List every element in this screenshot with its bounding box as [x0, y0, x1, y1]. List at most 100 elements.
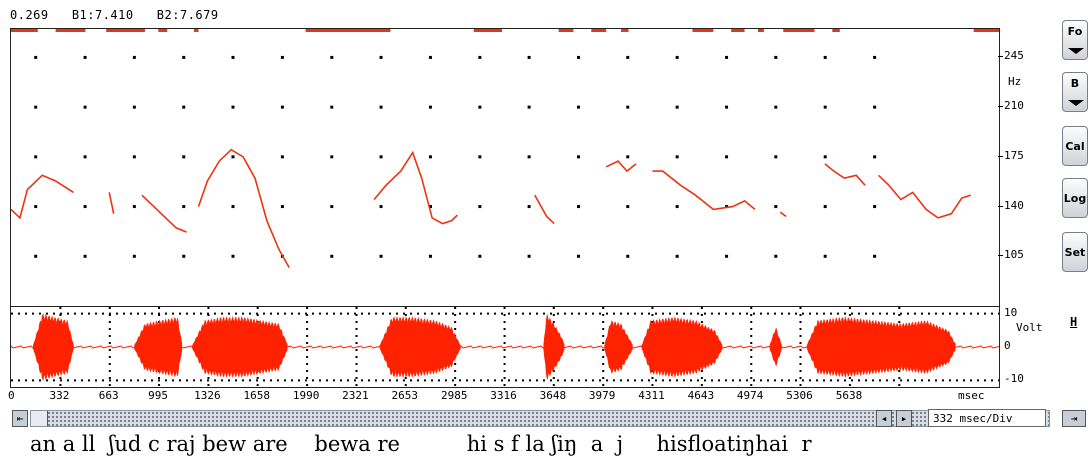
grid-dot [527, 205, 531, 209]
scroll-end-button[interactable]: ⇥ [1062, 410, 1086, 427]
cursor-readout: 0.269 B1:7.410 B2:7.679 [10, 8, 219, 22]
grid-dot [527, 55, 531, 59]
time-unit-label: msec [958, 389, 985, 402]
pitch-tick-mark [998, 56, 1003, 58]
grid-dot [527, 105, 531, 109]
scroll-right-button[interactable]: ▸ [896, 410, 912, 427]
grid-dot [34, 105, 38, 109]
waveform-burst [543, 314, 565, 380]
boundary-b2: B2:7.679 [156, 8, 219, 22]
grid-dot [428, 254, 432, 258]
pitch-trace [10, 174, 74, 220]
grid-dot [83, 254, 87, 258]
grid-dot [132, 55, 136, 59]
grid-dot [675, 155, 679, 159]
grid-dot [873, 155, 877, 159]
pitch-plot[interactable] [10, 29, 1008, 306]
scroll-left-button[interactable]: ◂ [876, 410, 892, 427]
log-button[interactable]: Log [1062, 178, 1088, 218]
waveform-plot[interactable] [10, 307, 1000, 387]
grid-dot [626, 254, 630, 258]
h-label[interactable]: H [1070, 315, 1078, 329]
scrollbar-thumb[interactable] [31, 411, 48, 426]
set-button-label: Set [1064, 245, 1086, 259]
time-per-division-readout: 332 msec/Div [928, 409, 1046, 427]
grid-dot [527, 254, 531, 258]
grid-dot [83, 155, 87, 159]
time-tick-label: 1990 [292, 389, 320, 402]
grid-dot [330, 105, 334, 109]
grid-dot [280, 205, 284, 209]
time-tick-label: 4974 [736, 389, 764, 402]
log-button-label: Log [1063, 191, 1087, 205]
time-tick-label: 2321 [342, 389, 369, 402]
time-scrollbar[interactable] [30, 410, 1050, 427]
voicing-bar [973, 29, 1008, 32]
grid-dot [478, 55, 482, 59]
time-tick-label: 3648 [539, 389, 567, 402]
grid-dot [182, 55, 186, 59]
grid-dot [280, 105, 284, 109]
voicing-bar [194, 29, 199, 32]
voicing-bar [783, 29, 815, 32]
voicing-bar [621, 29, 629, 32]
grid-dot [577, 105, 581, 109]
grid-dot [725, 205, 729, 209]
time-tick-label: 3316 [490, 389, 517, 402]
waveform-burst [379, 315, 461, 379]
waveform-panel[interactable] [10, 306, 1000, 388]
grid-dot [182, 155, 186, 159]
set-button[interactable]: Set [1062, 232, 1088, 272]
pitch-trace [373, 150, 458, 225]
pitch-trace [877, 174, 971, 219]
grid-dot [280, 155, 284, 159]
grid-dot [330, 155, 334, 159]
grid-dot [675, 105, 679, 109]
grid-dot [725, 55, 729, 59]
grid-dot [379, 155, 383, 159]
grid-dot [34, 205, 38, 209]
grid-dot [626, 105, 630, 109]
time-tick-label: 1326 [194, 389, 221, 402]
pitch-trace [605, 160, 637, 173]
grid-dot [478, 205, 482, 209]
b-button[interactable]: B [1062, 72, 1088, 112]
grid-dot [725, 105, 729, 109]
time-tick-label: 5638 [835, 389, 863, 402]
grid-dot [873, 205, 877, 209]
grid-dot [675, 55, 679, 59]
grid-dot [379, 55, 383, 59]
pitch-tick-label: 105 [1004, 248, 1024, 262]
time-tick-label: 995 [148, 389, 169, 402]
grid-dot [725, 254, 729, 258]
scroll-home-button[interactable]: ⇤ [12, 410, 28, 427]
pitch-tick-label: 140 [1004, 198, 1024, 212]
grid-dot [280, 55, 284, 59]
grid-dot [774, 254, 778, 258]
grid-dot [823, 155, 827, 159]
fo-button[interactable]: Fo [1062, 20, 1088, 60]
grid-dot [330, 55, 334, 59]
grid-dot [182, 254, 186, 258]
pitch-trace [779, 211, 787, 218]
pitch-unit-label: Hz [1008, 74, 1022, 88]
time-tick-label: 0 [8, 389, 15, 402]
voicing-bar [591, 29, 607, 32]
wave-unit-label: Volt [1016, 321, 1043, 335]
grid-dot [231, 105, 235, 109]
time-tick-label: 1658 [243, 389, 271, 402]
pitch-plot-panel[interactable] [10, 28, 1008, 307]
grid-dot [231, 205, 235, 209]
pitch-trace [824, 163, 866, 186]
wave-tick-label: -10 [1004, 372, 1024, 386]
time-tick-label: 3979 [588, 389, 616, 402]
boundary-b1: B1:7.410 [71, 8, 134, 22]
voicing-bar [305, 29, 391, 32]
time-tick-label: 4311 [638, 389, 665, 402]
cal-button[interactable]: Cal [1062, 126, 1088, 166]
waveform-burst [604, 320, 633, 374]
grid-dot [577, 155, 581, 159]
grid-dot [182, 105, 186, 109]
grid-dot [428, 105, 432, 109]
